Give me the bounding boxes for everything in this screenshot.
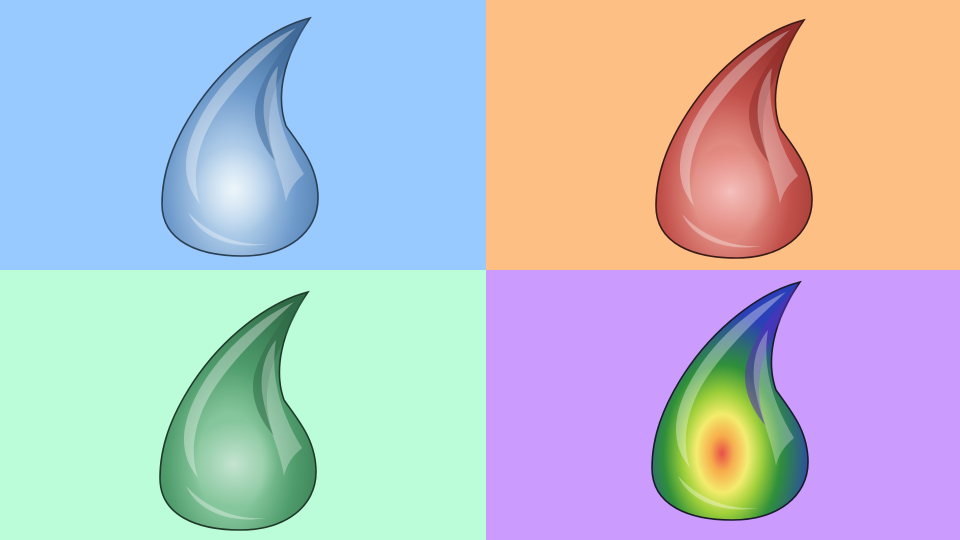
- water-drop-icon: [486, 0, 960, 270]
- drop-streak: [263, 66, 304, 202]
- drop-core: [190, 420, 278, 508]
- drop-core: [192, 146, 280, 234]
- drop-streak: [757, 68, 798, 204]
- water-drop-icon: [0, 270, 486, 540]
- drop-reflection: [678, 476, 758, 510]
- water-drop: [159, 290, 317, 531]
- drop-highlight: [185, 28, 296, 204]
- drop-fold: [748, 22, 802, 164]
- drop-streak: [261, 340, 302, 476]
- drop-reflection: [188, 212, 268, 246]
- water-drop: [161, 16, 319, 257]
- drop-highlight: [679, 30, 790, 206]
- drop-highlight: [675, 292, 786, 468]
- drop-fold: [254, 20, 308, 162]
- drop-reflection: [682, 214, 762, 248]
- panel-bottom-left: [0, 270, 486, 540]
- water-drop-icon: [0, 0, 486, 270]
- drop-core: [682, 410, 770, 498]
- drop-highlight: [183, 302, 294, 478]
- drop-streak: [753, 330, 794, 466]
- panel-top-left: [0, 0, 486, 270]
- water-drop: [651, 280, 809, 521]
- panel-top-right: [486, 0, 960, 270]
- panel-bottom-right: [486, 270, 960, 540]
- drop-fold: [744, 284, 798, 426]
- drop-core: [686, 148, 774, 236]
- drop-fold: [252, 294, 306, 436]
- water-drop: [655, 18, 813, 259]
- water-drop-icon: [486, 270, 960, 540]
- drop-reflection: [186, 486, 266, 520]
